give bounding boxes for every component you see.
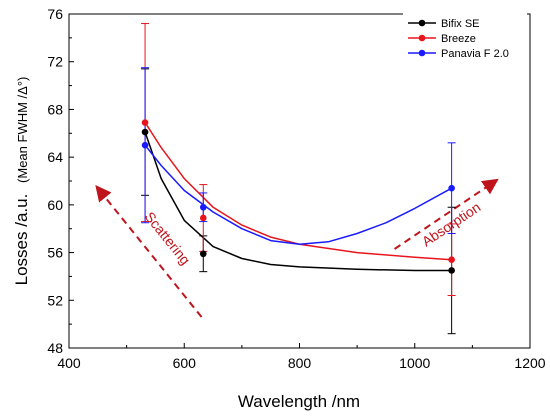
fit-curves: [144, 122, 452, 272]
annotation-label-0: Scattering: [142, 209, 194, 268]
plot-area-border: [68, 13, 531, 349]
data-point-1-2: [448, 256, 455, 264]
legend-swatch-marker-2: [418, 49, 426, 57]
fit-curve-2: [144, 144, 452, 245]
legend-swatch-marker-1: [418, 34, 426, 42]
data-point-1-0: [141, 119, 149, 126]
data-point-2-1: [199, 203, 207, 211]
x-tick-label: 1000: [399, 355, 430, 371]
data-point-1-1: [199, 214, 207, 222]
legend-label-0: Bifix SE: [441, 18, 480, 30]
y-tick-label: 48: [47, 340, 63, 356]
y-axis-title-main: Losses /a.u.: [12, 194, 31, 286]
x-tick-label: 1200: [514, 355, 545, 371]
x-axis: 400 600 800 1000 1200: [57, 343, 546, 371]
y-axis-title-sub: (Mean FWHM /Δ°): [15, 77, 30, 183]
y-axis-title-group: Losses /a.u. (Mean FWHM /Δ°): [12, 77, 31, 286]
data-point-2-0: [141, 141, 149, 149]
plot-frame: [68, 13, 531, 349]
data-points: [141, 119, 455, 274]
data-point-2-2: [448, 184, 455, 192]
y-tick-label: 64: [47, 149, 63, 165]
data-point-0-2: [448, 267, 455, 274]
x-tick-label: 800: [288, 355, 312, 371]
legend-swatch-marker-0: [418, 19, 426, 27]
error-bars: [141, 23, 456, 335]
fit-curve-1: [144, 122, 452, 261]
data-point-0-0: [141, 128, 149, 136]
y-tick-label: 76: [47, 6, 63, 22]
legend: Bifix SE Breeze Panavia F 2.0: [403, 12, 527, 64]
y-axis-title: Losses /a.u. (Mean FWHM /Δ°): [12, 77, 31, 286]
data-point-0-1: [199, 250, 207, 258]
fit-curve-0: [144, 131, 452, 272]
annotations: Scattering Absorption: [95, 178, 499, 318]
x-tick-label: 600: [173, 355, 197, 371]
annotation-arrow-1: [394, 178, 499, 250]
y-tick-label: 72: [47, 54, 63, 70]
y-tick-label: 60: [47, 197, 63, 213]
legend-label-2: Panavia F 2.0: [441, 48, 509, 60]
y-tick-label: 68: [47, 101, 63, 117]
annotation-arrow-0: [95, 185, 203, 318]
y-axis: 48 52 56 60 64 68 72 76: [47, 6, 74, 356]
x-tick-label: 400: [57, 355, 81, 371]
y-tick-label: 52: [47, 292, 63, 308]
legend-label-1: Breeze: [441, 33, 476, 45]
y-tick-label: 56: [47, 245, 63, 261]
x-axis-title: Wavelength /nm: [238, 392, 360, 411]
